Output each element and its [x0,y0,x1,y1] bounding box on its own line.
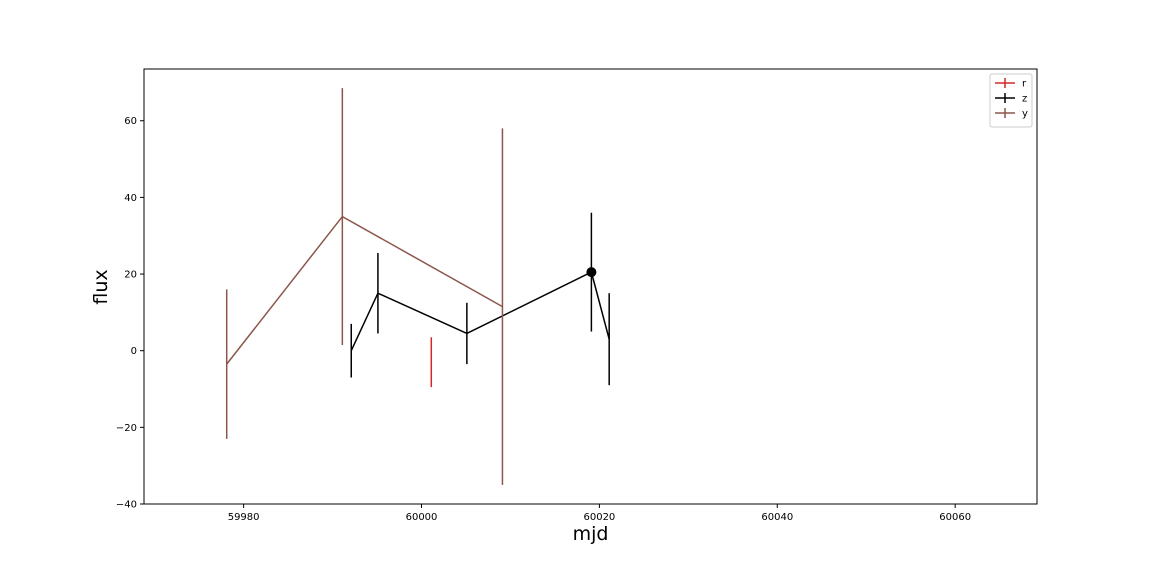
plot-frame [143,68,1038,505]
legend-label-y: y [1022,109,1028,120]
x-tick-label: 59980 [228,512,260,523]
series-line-y [226,215,503,365]
y-tick-label: 0 [131,346,137,357]
series-z [350,212,610,386]
legend-label-z: z [1022,94,1027,105]
y-tick-label: −20 [116,423,137,434]
x-tick-label: 60020 [583,512,615,523]
x-tick-label: 60000 [406,512,438,523]
y-axis: −40 −20 0 20 40 60 [116,116,144,511]
x-tick-label: 60040 [761,512,793,523]
plot-area [144,69,1037,504]
y-tick-label: 40 [124,193,137,204]
x-tick-label: 60060 [939,512,971,523]
legend: rzy [989,73,1033,128]
y-tick-label: 60 [124,116,137,127]
series-y [225,88,504,485]
y-tick-label: −40 [116,500,137,511]
data-point-marker-z [586,267,597,278]
series-layer [225,88,610,485]
legend-label-r: r [1022,79,1027,90]
x-axis: 59980 60000 60020 60040 60060 [228,504,971,523]
series-line-z [350,271,610,352]
x-axis-label: mjd [573,523,609,545]
y-tick-label: 20 [124,270,137,281]
y-axis-label: flux [90,269,112,304]
